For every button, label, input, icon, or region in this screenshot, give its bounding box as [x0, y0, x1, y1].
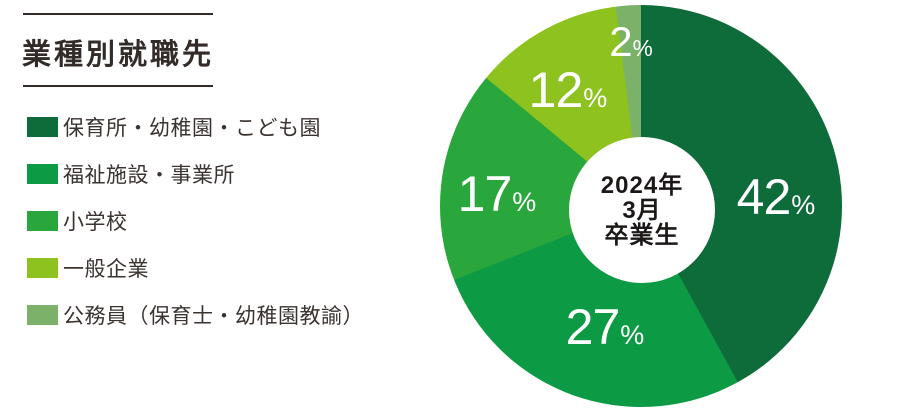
legend-item-nursery: 保育所・幼稚園・こども園 [27, 103, 364, 150]
slice-label-27pct: 27% [566, 302, 645, 352]
page-title: 業種別就職先 [22, 39, 215, 71]
legend-item-elementary-school: 小学校 [27, 197, 364, 244]
legend-swatch-icon [27, 210, 58, 231]
slice-unit: % [632, 35, 653, 61]
legend-swatch-icon [27, 163, 58, 184]
slice-unit: % [791, 190, 816, 220]
slice-unit: % [620, 320, 645, 350]
slice-label-17pct: 17% [458, 169, 537, 219]
slice-value: 27 [565, 299, 621, 355]
slice-label-2pct: 2% [609, 21, 653, 63]
legend-item-label: 小学校 [63, 210, 128, 234]
legend-item-label: 福祉施設・事業所 [63, 163, 235, 187]
slice-value: 2 [609, 18, 632, 65]
legend-item-welfare: 福祉施設・事業所 [27, 150, 364, 197]
legend-item-general-company: 一般企業 [27, 244, 364, 291]
legend-item-label: 一般企業 [63, 257, 149, 281]
legend-swatch-icon [27, 304, 58, 325]
legend-item-label: 公務員（保育士・幼稚園教諭） [63, 304, 364, 328]
slice-label-42pct: 42% [737, 172, 816, 222]
slice-value: 17 [457, 166, 513, 222]
title-rule-top [23, 13, 213, 15]
slice-unit: % [583, 83, 608, 113]
center-label-line: 2024年 [600, 171, 684, 199]
legend-swatch-icon [27, 116, 58, 137]
slice-value: 42 [736, 169, 792, 225]
center-label-line: 3月 [622, 196, 662, 224]
slice-label-12pct: 12% [529, 65, 608, 115]
slice-unit: % [512, 187, 537, 217]
center-label-line: 卒業生 [604, 221, 680, 249]
legend-item-label: 保育所・幼稚園・こども園 [63, 116, 321, 140]
legend-swatch-icon [27, 257, 58, 278]
legend: 保育所・幼稚園・こども園 福祉施設・事業所 小学校 一般企業 公務員（保育士・幼… [27, 103, 364, 338]
legend-item-civil-servant: 公務員（保育士・幼稚園教諭） [27, 291, 364, 338]
title-rule-bottom [23, 85, 213, 87]
slice-value: 12 [528, 62, 584, 118]
chart-center-label: 2024年 3月 卒業生 [569, 137, 715, 283]
